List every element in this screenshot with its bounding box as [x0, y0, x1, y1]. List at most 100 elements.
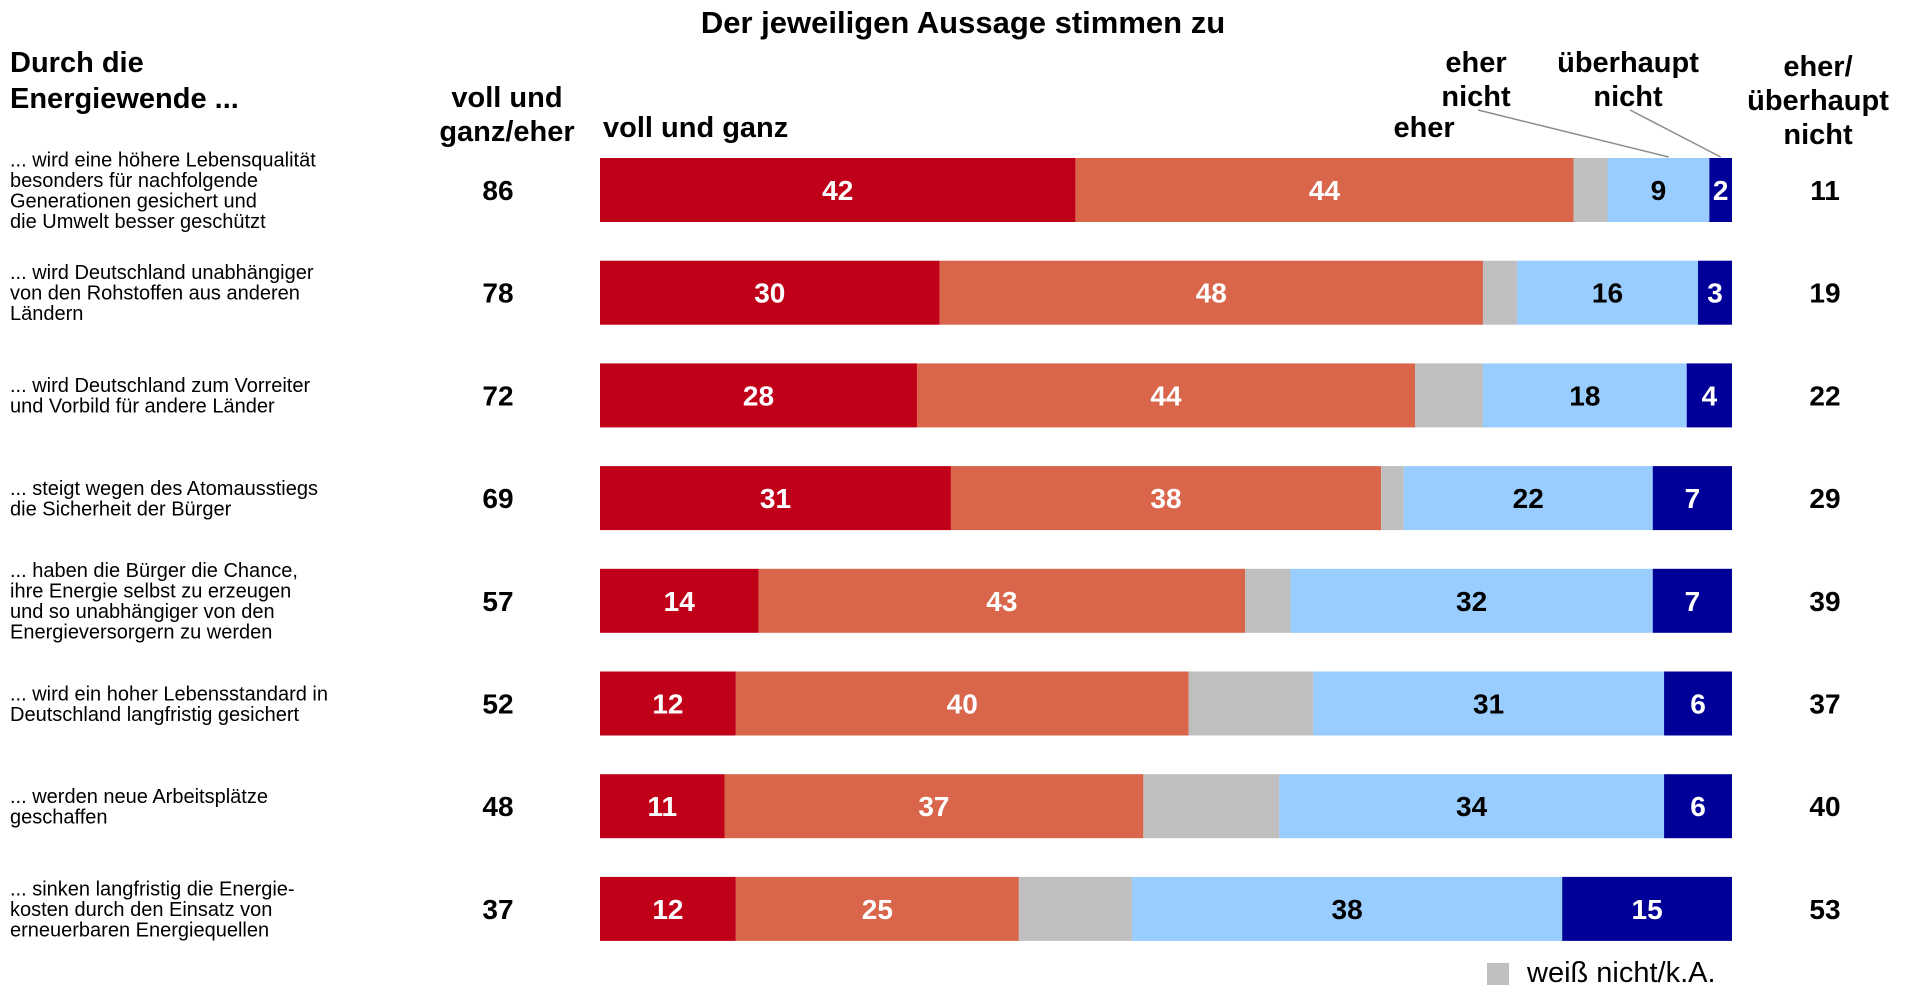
row-3-bar-voll-und-ganz — [600, 363, 917, 428]
row-3-agree-total: 72 — [482, 380, 513, 411]
row-1-label-line-1: ... wird eine höhere Lebensqualität — [10, 149, 316, 171]
chart-title: Der jeweiligen Aussage stimmen zu — [701, 5, 1225, 40]
row-8-label-voll-und-ganz: 12 — [652, 894, 683, 925]
row-1-label-voll-und-ganz: 42 — [822, 175, 853, 206]
row-7-bar-eher-nicht — [1279, 774, 1665, 839]
row-3-label-line-2: und Vorbild für andere Länder — [10, 396, 275, 418]
row-7-agree-total: 48 — [482, 791, 513, 822]
row-3-bar-berhaupt-nicht — [1686, 363, 1732, 428]
row-5-label-eher: 43 — [986, 586, 1017, 617]
row-7-bar-weiss-nicht-k-a — [1143, 774, 1280, 839]
row-5-agree-total: 57 — [482, 586, 513, 617]
row-8-bar-eher-nicht — [1132, 876, 1563, 941]
row-3-label-eher: 44 — [1150, 380, 1182, 411]
row-7-label-eher-nicht: 34 — [1456, 791, 1488, 822]
row-4-bar-eher-nicht — [1403, 466, 1653, 531]
row-7-bar-voll-und-ganz — [600, 774, 725, 839]
row-4-bar-voll-und-ganz — [600, 466, 951, 531]
row-4-label-berhaupt-nicht: 7 — [1685, 483, 1701, 514]
row-3-label-berhaupt-nicht: 4 — [1702, 380, 1718, 411]
row-4-bar-eher — [950, 466, 1382, 531]
row-8-bar-berhaupt-nicht — [1562, 876, 1732, 941]
row-2-disagree-total: 19 — [1809, 278, 1840, 309]
row-6-label-eher: 40 — [947, 689, 978, 720]
legend-swatch-unknown — [1487, 962, 1509, 985]
row-8-bar-voll-und-ganz — [600, 876, 736, 941]
row-4-bar-weiss-nicht-k-a — [1381, 466, 1404, 531]
row-5-label-eher-nicht: 32 — [1456, 586, 1487, 617]
row-8-label-line-3: erneuerbaren Energiequellen — [10, 919, 269, 941]
legend: weiß nicht/k.A. — [1487, 957, 1716, 990]
row-6-bar-eher-nicht — [1313, 671, 1665, 736]
row-3-label-eher-nicht: 18 — [1569, 380, 1600, 411]
row-3-label-line-1: ... wird Deutschland zum Vorreiter — [10, 375, 310, 397]
row-4-agree-total: 69 — [482, 483, 513, 514]
row-6-label-berhaupt-nicht: 6 — [1690, 689, 1706, 720]
series-header-voll-und-ganz-line-1: voll und ganz — [603, 112, 788, 144]
row-1-bar-voll-und-ganz — [600, 158, 1076, 222]
row-1-label-line-4: die Umwelt besser geschützt — [10, 211, 266, 233]
series-header-eher-nicht-line-1: eher — [1445, 47, 1506, 79]
row-5-label-berhaupt-nicht: 7 — [1685, 586, 1701, 617]
row-2-label-eher-nicht: 16 — [1592, 278, 1623, 309]
row-1-label-berhaupt-nicht: 2 — [1713, 175, 1729, 206]
series-header-ueberhaupt-nicht-line-2: nicht — [1593, 81, 1663, 113]
row-2-bar-voll-und-ganz — [600, 260, 940, 325]
row-8-label-berhaupt-nicht: 15 — [1632, 894, 1663, 925]
row-7-label-line-2: geschaffen — [10, 806, 108, 828]
row-5-bar-berhaupt-nicht — [1652, 568, 1732, 633]
row-5-label-line-1: ... haben die Bürger die Chance, — [10, 560, 298, 582]
row-3-disagree-total: 22 — [1809, 380, 1840, 411]
row-2-bar-berhaupt-nicht — [1698, 260, 1732, 325]
row-6-bar-voll-und-ganz — [600, 671, 736, 736]
row-5-label-line-2: ihre Energie selbst zu erzeugen — [10, 581, 291, 603]
row-6-bar-weiss-nicht-k-a — [1188, 671, 1314, 736]
row-6-bar-berhaupt-nicht — [1664, 671, 1732, 736]
row-4-label-line-2: die Sicherheit der Bürger — [10, 498, 232, 520]
disagree-header-line-2: überhaupt — [1747, 85, 1889, 117]
row-7-disagree-total: 40 — [1809, 791, 1840, 822]
row-1-disagree-total: 11 — [1810, 175, 1840, 206]
row-1-bar-berhaupt-nicht — [1709, 158, 1732, 222]
legend-label-unknown: weiß nicht/k.A. — [1527, 957, 1716, 989]
row-1-agree-total: 86 — [482, 175, 513, 206]
row-2-bar-weiss-nicht-k-a — [1482, 260, 1517, 325]
row-5-bar-voll-und-ganz — [600, 568, 759, 633]
row-8-bar-weiss-nicht-k-a — [1018, 876, 1133, 941]
row-7-label-berhaupt-nicht: 6 — [1690, 791, 1706, 822]
row-6-bar-eher — [735, 671, 1189, 736]
row-3-bar-weiss-nicht-k-a — [1415, 363, 1483, 428]
row-8-label-eher-nicht: 38 — [1332, 894, 1363, 925]
row-6-label-voll-und-ganz: 12 — [652, 689, 683, 720]
disagree-header-line-3: nicht — [1783, 119, 1853, 151]
row-8-bar-eher — [735, 876, 1019, 941]
row-8-label-eher: 25 — [862, 894, 893, 925]
row-3-label-voll-und-ganz: 28 — [743, 380, 774, 411]
row-5-disagree-total: 39 — [1809, 586, 1840, 617]
row-4-label-eher-nicht: 22 — [1513, 483, 1544, 514]
row-1-label-line-3: Generationen gesichert und — [10, 190, 257, 212]
row-5-bar-eher-nicht — [1290, 568, 1653, 633]
series-header-ueberhaupt-nicht-line-1: überhaupt — [1557, 47, 1699, 79]
row-7-label-line-1: ... werden neue Arbeitsplätze — [10, 786, 268, 808]
row-7-label-eher: 37 — [918, 791, 949, 822]
row-5-label-line-4: Energieversorgern zu werden — [10, 622, 272, 644]
row-2-label-voll-und-ganz: 30 — [754, 278, 785, 309]
row-4-bar-berhaupt-nicht — [1652, 466, 1732, 531]
row-7-bar-berhaupt-nicht — [1664, 774, 1732, 839]
row-2-label-line-2: von den Rohstoffen aus anderen — [10, 283, 300, 305]
row-2-agree-total: 78 — [482, 278, 513, 309]
row-6-label-eher-nicht: 31 — [1473, 689, 1504, 720]
row-2-bar-eher — [939, 260, 1483, 325]
row-4-disagree-total: 29 — [1809, 483, 1840, 514]
agree-header-line-2: ganz/eher — [439, 116, 574, 148]
row-3-bar-eher-nicht — [1482, 363, 1687, 428]
row-1-label-line-2: besonders für nachfolgende — [10, 170, 258, 192]
row-5-label-voll-und-ganz: 14 — [664, 586, 696, 617]
row-8-label-line-1: ... sinken langfristig die Energie- — [10, 878, 295, 900]
series-header-eher-nicht-line-2: nicht — [1441, 81, 1511, 113]
row-8-label-line-2: kosten durch den Einsatz von — [10, 899, 272, 921]
row-2-label-line-1: ... wird Deutschland unabhängiger — [10, 262, 314, 284]
row-1-label-eher-nicht: 9 — [1651, 175, 1667, 206]
